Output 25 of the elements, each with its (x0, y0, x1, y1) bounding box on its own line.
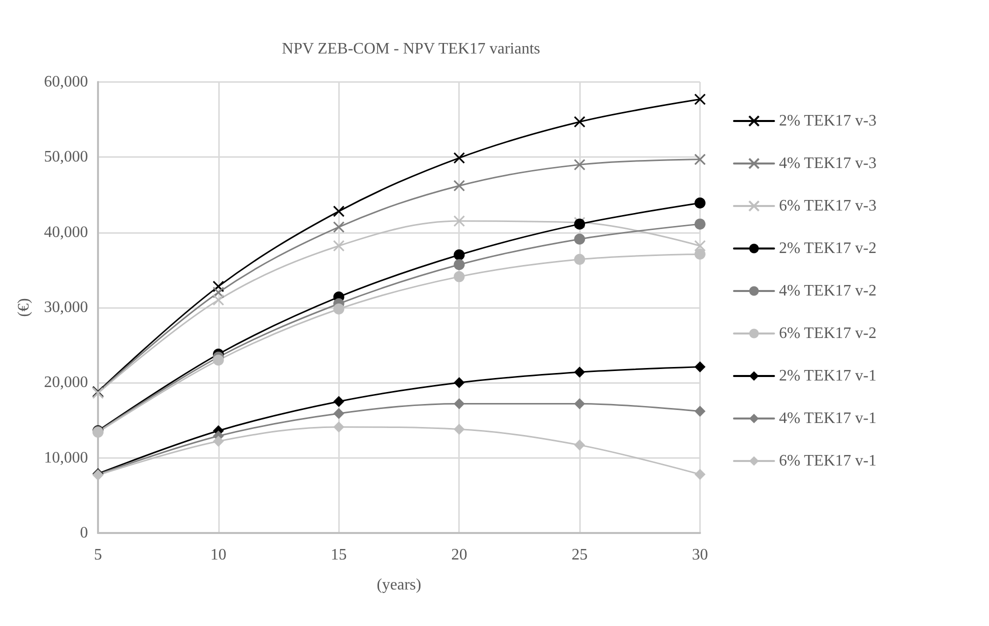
x-tick-label: 25 (572, 546, 588, 564)
y-tick-label: 0 (80, 524, 88, 542)
y-tick-label: 50,000 (44, 148, 88, 166)
legend-label: 2% TEK17 v-2 (779, 240, 876, 257)
x-tick-label: 15 (330, 546, 347, 564)
x-tick-label: 30 (692, 546, 708, 564)
x-tick-label: 20 (451, 546, 468, 564)
y-tick-label: 30,000 (44, 299, 88, 316)
x-tick-label: 10 (210, 546, 226, 564)
legend-label: 4% TEK17 v-2 (779, 282, 876, 300)
legend-label: 4% TEK17 v-1 (779, 410, 876, 427)
y-tick-label: 10,000 (44, 449, 88, 466)
legend-label: 4% TEK17 v-3 (779, 155, 876, 172)
y-tick-label: 60,000 (44, 74, 88, 90)
legend-label: 2% TEK17 v-1 (779, 368, 876, 384)
legend-label: 2% TEK17 v-3 (779, 112, 876, 130)
legend-label: 6% TEK17 v-3 (779, 198, 876, 214)
y-tick-label: 40,000 (44, 224, 88, 241)
chart-title: NPV ZEB-COM - NPV TEK17 variants (282, 40, 540, 58)
legend-label: 6% TEK17 v-1 (779, 452, 876, 470)
x-tick-label: 5 (94, 546, 102, 564)
legend-label: 6% TEK17 v-2 (779, 325, 876, 342)
y-axis-title: (€) (16, 298, 32, 317)
y-tick-label: 20,000 (44, 374, 88, 392)
x-axis-title: (years) (376, 576, 422, 594)
